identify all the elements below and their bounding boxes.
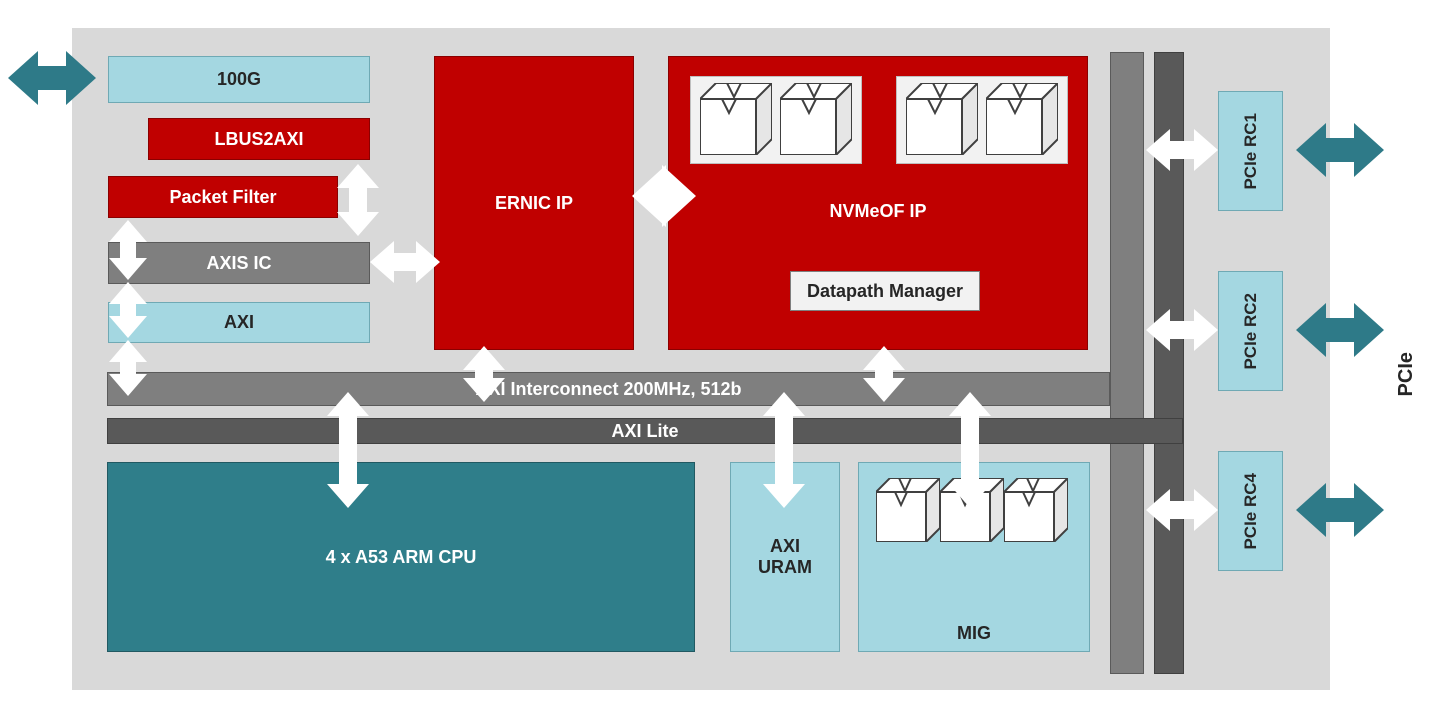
arrow-6 <box>337 164 379 236</box>
memory-group-0 <box>690 76 862 164</box>
label-pfilter: Packet Filter <box>169 187 276 208</box>
memory-group-1 <box>896 76 1068 164</box>
label-dpmgr: Datapath Manager <box>807 281 963 302</box>
label-nvmeof: NVMeOF IP <box>669 201 1087 222</box>
label-busMain: AXI Interconnect 200MHz, 512b <box>475 379 741 400</box>
arrow-17 <box>1146 489 1218 531</box>
block-dpmgr: Datapath Manager <box>790 271 980 311</box>
block-rc4: PCIe RC4 <box>1218 451 1283 571</box>
block-rc2: PCIe RC2 <box>1218 271 1283 391</box>
label-uram: AXI URAM <box>758 536 812 578</box>
block-g100: 100G <box>108 56 370 103</box>
label-axi: AXI <box>224 312 254 333</box>
block-rc1: PCIe RC1 <box>1218 91 1283 211</box>
label-ernic: ERNIC IP <box>495 193 573 214</box>
block-axi: AXI <box>108 302 370 343</box>
memory-icon <box>1004 478 1068 542</box>
memory-icon <box>780 83 852 155</box>
arrow-7 <box>109 220 147 280</box>
pcie-side-label: PCIe <box>1395 352 1418 396</box>
label-rc1: PCIe RC1 <box>1241 113 1261 190</box>
arrow-4 <box>632 165 696 227</box>
memory-icon <box>986 83 1058 155</box>
label-mig: MIG <box>859 623 1089 644</box>
arrow-5 <box>370 241 440 283</box>
label-rc4: PCIe RC4 <box>1241 473 1261 550</box>
memory-icon <box>700 83 772 155</box>
label-axisic: AXIS IC <box>206 253 271 274</box>
arrow-1 <box>1296 123 1384 177</box>
arrow-0 <box>8 51 96 105</box>
label-g100: 100G <box>217 69 261 90</box>
label-lbus: LBUS2AXI <box>214 129 303 150</box>
label-cpu: 4 x A53 ARM CPU <box>326 547 477 568</box>
arrow-16 <box>1146 309 1218 351</box>
memory-icon <box>876 478 940 542</box>
block-lbus: LBUS2AXI <box>148 118 370 160</box>
block-axisic: AXIS IC <box>108 242 370 284</box>
arrow-14 <box>949 392 991 508</box>
arrow-11 <box>863 346 905 402</box>
arrow-13 <box>763 392 805 508</box>
arrow-3 <box>1296 483 1384 537</box>
arrow-10 <box>463 346 505 402</box>
label-rc2: PCIe RC2 <box>1241 293 1261 370</box>
block-pfilter: Packet Filter <box>108 176 338 218</box>
arrow-9 <box>109 340 147 396</box>
arrow-15 <box>1146 129 1218 171</box>
arrow-2 <box>1296 303 1384 357</box>
label-busLite: AXI Lite <box>611 421 678 442</box>
block-cpu: 4 x A53 ARM CPU <box>107 462 695 652</box>
pcie-side-label-text: PCIe <box>1395 352 1418 396</box>
memory-icon <box>906 83 978 155</box>
arrow-12 <box>327 392 369 508</box>
block-vbar1 <box>1110 52 1144 674</box>
block-ernic: ERNIC IP <box>434 56 634 350</box>
block-busLite: AXI Lite <box>107 418 1183 444</box>
arrow-8 <box>109 282 147 338</box>
